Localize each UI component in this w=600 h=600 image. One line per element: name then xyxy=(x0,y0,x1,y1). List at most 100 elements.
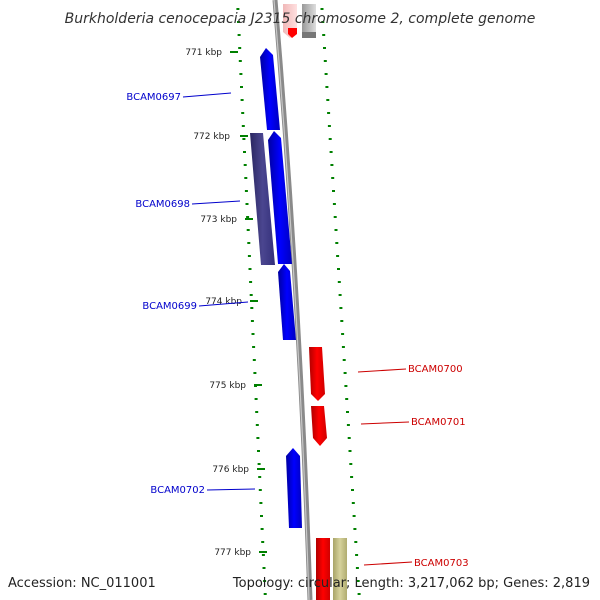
tick-dot xyxy=(243,151,246,153)
tick-dot xyxy=(242,138,246,140)
gene-feature-bcam0701[interactable] xyxy=(311,406,327,446)
tick-dot xyxy=(255,424,259,426)
tick-dot xyxy=(325,86,329,88)
tick-dot xyxy=(236,8,240,10)
tick-dot xyxy=(253,372,257,374)
tick-dot xyxy=(337,268,340,270)
tick-dot xyxy=(262,567,266,569)
tick-dot xyxy=(245,203,249,205)
tick-dot xyxy=(341,333,345,335)
tick-dot xyxy=(241,125,245,127)
tick-dot xyxy=(247,255,251,257)
kbp-label: 777 kbp xyxy=(214,548,251,558)
tick-dot xyxy=(261,554,265,556)
tick-dot xyxy=(238,60,242,62)
tick-dot xyxy=(251,333,255,335)
tick-dot xyxy=(337,281,341,283)
gene-label[interactable]: BCAM0698 xyxy=(135,199,190,210)
tick-dot xyxy=(323,60,327,62)
tick-dot xyxy=(260,528,264,530)
tick-dot xyxy=(263,593,267,595)
gene-label[interactable]: BCAM0700 xyxy=(408,364,463,375)
tick-dot xyxy=(250,320,254,322)
tick-dot xyxy=(348,450,352,452)
map-title: Burkholderia cenocepacia J2315 chromosom… xyxy=(65,11,536,27)
kbp-label: 775 kbp xyxy=(209,381,246,391)
tick-dot xyxy=(340,320,344,322)
tick-dot xyxy=(243,164,247,166)
gene-feature-bcam0698-overlap[interactable] xyxy=(250,133,275,265)
tick-dot xyxy=(246,216,250,218)
tick-dot xyxy=(247,242,251,244)
gene-feature-bcam0700[interactable] xyxy=(309,347,325,401)
leader-line xyxy=(360,421,410,425)
gene-feature[interactable] xyxy=(288,28,297,38)
tick-dot xyxy=(257,463,261,465)
leader-line xyxy=(363,561,413,566)
tick-dot xyxy=(339,307,343,309)
gene-feature-bcam0703[interactable] xyxy=(316,538,330,600)
tick-dot xyxy=(249,281,253,283)
gene-label[interactable]: BCAM0699 xyxy=(142,301,197,312)
tick-dot xyxy=(259,502,263,504)
tick-dot xyxy=(261,541,265,543)
gene-feature-bcam0698[interactable] xyxy=(268,131,292,264)
gene-feature[interactable] xyxy=(302,4,316,38)
tick-dot xyxy=(346,411,349,413)
tick-dot xyxy=(350,476,354,478)
gene-label[interactable]: BCAM0701 xyxy=(411,417,466,428)
leader-line xyxy=(206,488,256,491)
tick-dot xyxy=(244,190,248,192)
tick-dot xyxy=(352,515,356,517)
kbp-label: 776 kbp xyxy=(212,465,249,475)
tick-dot xyxy=(353,528,357,530)
tick-dot xyxy=(351,502,355,504)
tick-dot xyxy=(335,242,339,244)
tick-dot xyxy=(349,463,353,465)
tick-dot xyxy=(347,437,351,439)
tick-dot xyxy=(320,8,324,10)
chromosome-backbone xyxy=(272,0,313,600)
tick-dot xyxy=(244,177,248,179)
tick-dot xyxy=(237,34,241,36)
tick-dot xyxy=(324,73,328,75)
leader-line xyxy=(182,92,232,98)
tick-dot xyxy=(326,99,330,101)
tick-dot xyxy=(331,177,335,179)
tick-dot xyxy=(322,34,326,36)
tick-dot xyxy=(336,255,340,257)
tick-dot xyxy=(338,294,342,296)
tick-dot xyxy=(344,385,348,387)
tick-dot xyxy=(323,47,326,49)
tick-dot xyxy=(240,99,244,101)
tick-dot xyxy=(343,372,347,374)
tick-dot xyxy=(351,489,354,491)
gene-label[interactable]: BCAM0703 xyxy=(414,558,469,569)
tick-dot xyxy=(258,489,262,491)
kbp-label: 772 kbp xyxy=(193,132,230,142)
tick-dot xyxy=(334,229,338,231)
tick-dot xyxy=(354,541,358,543)
gene-feature-bcam0702[interactable] xyxy=(286,448,302,528)
tick-dot xyxy=(332,203,336,205)
tick-dot xyxy=(329,151,333,153)
tick-dot xyxy=(260,515,263,517)
leader-line xyxy=(191,200,241,205)
gene-feature-bcam0699[interactable] xyxy=(278,264,296,340)
tick-dot xyxy=(240,86,243,88)
gene-label[interactable]: BCAM0702 xyxy=(150,485,205,496)
tick-dot xyxy=(263,580,267,582)
kbp-label: 773 kbp xyxy=(200,215,237,225)
tick-dot xyxy=(357,593,361,595)
inner-tick-track xyxy=(236,8,267,595)
gene-feature-pseudo[interactable] xyxy=(333,538,347,600)
tick-dot xyxy=(321,21,325,23)
tick-dot xyxy=(328,138,332,140)
gene-label[interactable]: BCAM0697 xyxy=(126,92,181,103)
tick-dot xyxy=(258,476,262,478)
gene-feature-bcam0697[interactable] xyxy=(260,48,280,130)
tick-dot xyxy=(246,229,250,231)
tick-dot xyxy=(327,112,331,114)
outer-tick-track xyxy=(320,8,361,595)
